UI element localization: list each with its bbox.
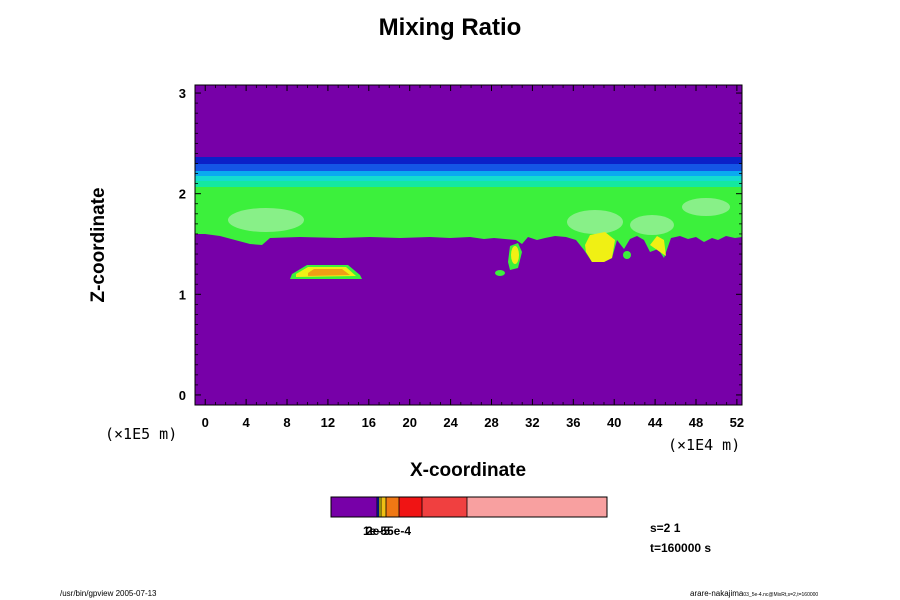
chart-title: Mixing Ratio [378, 14, 522, 41]
x-axis-multiplier: (×1E4 m) [668, 436, 741, 454]
heatmap-lightgreen-patch [682, 198, 730, 216]
colorbar-label: 5e-4 [387, 524, 412, 538]
x-axis-ticks: 0 4 8 12 16 20 24 28 32 36 40 44 48 52 [202, 85, 744, 430]
z-tick-label: 1 [179, 287, 186, 302]
x-tick-label: 48 [689, 415, 703, 430]
x-tick-label: 36 [566, 415, 580, 430]
z-tick-label: 3 [179, 86, 186, 101]
x-tick-label: 20 [402, 415, 416, 430]
heatmap-yellow-patch [650, 236, 666, 256]
footer-right-sub: 03_5e-4.nc@MixRt,s=2,t=160000 [743, 592, 819, 598]
footer-right-main: arare-nakajima [690, 589, 744, 598]
colorbar-segment [331, 497, 377, 517]
x-axis-label: X-coordinate [409, 460, 527, 481]
heatmap-green-blob [495, 270, 505, 276]
y-axis-ticks: 0 1 2 3 [179, 86, 742, 403]
colorbar-segment [377, 497, 379, 517]
x-tick-label: 28 [484, 415, 498, 430]
colorbar-label: 2e-5 [366, 524, 391, 538]
x-tick-label: 44 [648, 415, 663, 430]
colorbar-label: 1e-5 [363, 524, 388, 538]
heatmap-lightgreen-patch [630, 215, 674, 235]
x-tick-label: 12 [321, 415, 335, 430]
heatmap-band-mid [195, 171, 742, 176]
heatmap-green-blob [623, 251, 631, 259]
colorbar-segment [379, 497, 381, 517]
colorbar-segment [381, 497, 386, 517]
heatmap-orange-patch [308, 269, 350, 276]
colorbar [330, 496, 608, 518]
colorbar-segment [386, 497, 399, 517]
heatmap-yellow-patch [585, 232, 615, 262]
z-tick-label: 2 [179, 187, 186, 202]
heatmap-band-teal [195, 181, 742, 187]
heatmap-yellow-patch [511, 246, 519, 264]
colorbar-segment [399, 497, 422, 517]
heatmap-band-top [195, 157, 742, 164]
x-tick-label: 8 [283, 415, 290, 430]
footer-right-text: arare-nakajima03_5e-4.nc@MixRt,s=2,t=160… [690, 589, 818, 598]
z-tick-label: 0 [179, 388, 186, 403]
t-value-text: t=160000 s [650, 541, 712, 555]
heatmap-lightgreen-patch [228, 208, 304, 232]
x-tick-label: 52 [730, 415, 744, 430]
x-tick-label: 40 [607, 415, 621, 430]
heatmap-band-blue [195, 164, 742, 171]
footer-left-text: /usr/bin/gpview 2005-07-13 [60, 589, 157, 598]
x-tick-label: 0 [202, 415, 209, 430]
x-tick-label: 24 [443, 415, 458, 430]
heatmap-layer [195, 85, 742, 405]
y-axis-label: Z-coordinate [88, 187, 109, 303]
colorbar-frame [330, 496, 608, 518]
z-axis-multiplier: (×1E5 m) [105, 425, 178, 443]
heatmap-band-cyan [195, 176, 742, 181]
plot-frame [194, 84, 743, 406]
heatmap-lightgreen-patch [567, 210, 623, 234]
colorbar-segment [422, 497, 467, 517]
s-value-text: s=2 1 [650, 521, 681, 535]
colorbar-segment [467, 497, 607, 517]
x-tick-label: 32 [525, 415, 539, 430]
x-tick-label: 16 [362, 415, 376, 430]
x-tick-label: 4 [243, 415, 251, 430]
